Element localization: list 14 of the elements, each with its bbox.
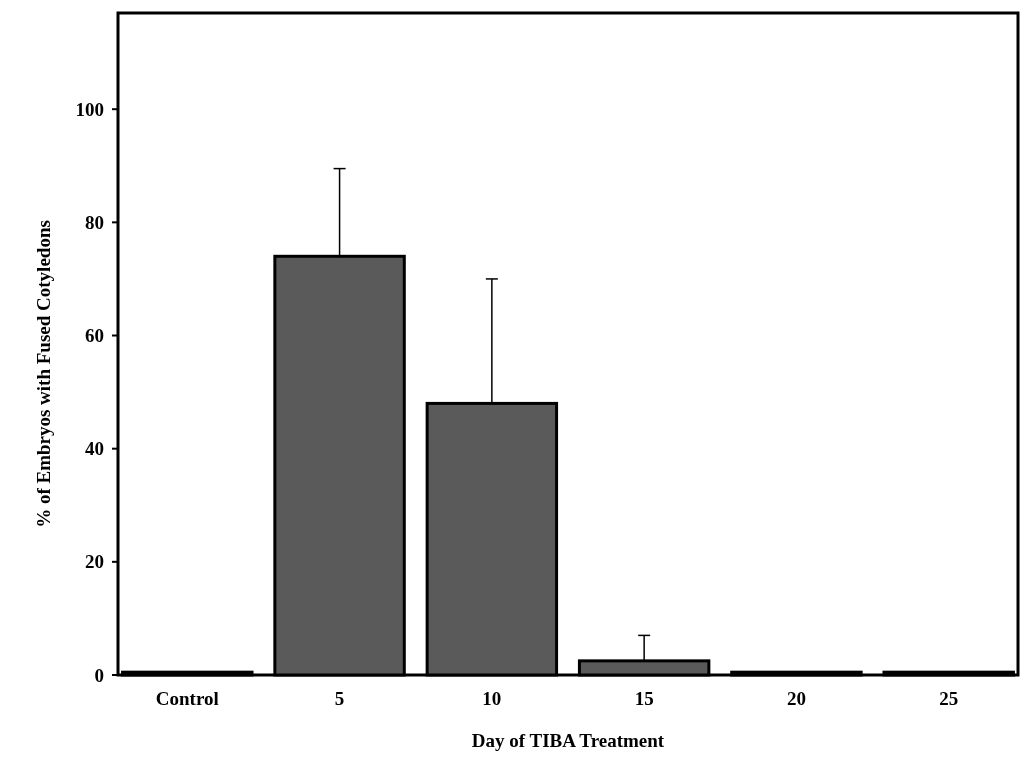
x-tick-label: 5 [334,688,345,709]
y-axis-title: % of Embryos with Fused Cotyledons [33,220,54,528]
x-tick-label: Control [155,688,219,709]
x-tick-label: 25 [939,688,959,709]
x-tick-label: 10 [482,688,502,709]
y-tick-label: 60 [85,325,104,347]
x-tick-label: 15 [634,688,654,709]
y-tick-label: 40 [85,438,104,460]
y-tick-label: 20 [85,551,104,573]
x-axis-title: Day of TIBA Treatment [471,730,665,751]
y-tick-label: 80 [85,212,104,233]
y-tick-label: 100 [75,98,104,120]
y-tick-label: 0 [94,664,104,686]
x-tick-label: 20 [786,688,806,709]
